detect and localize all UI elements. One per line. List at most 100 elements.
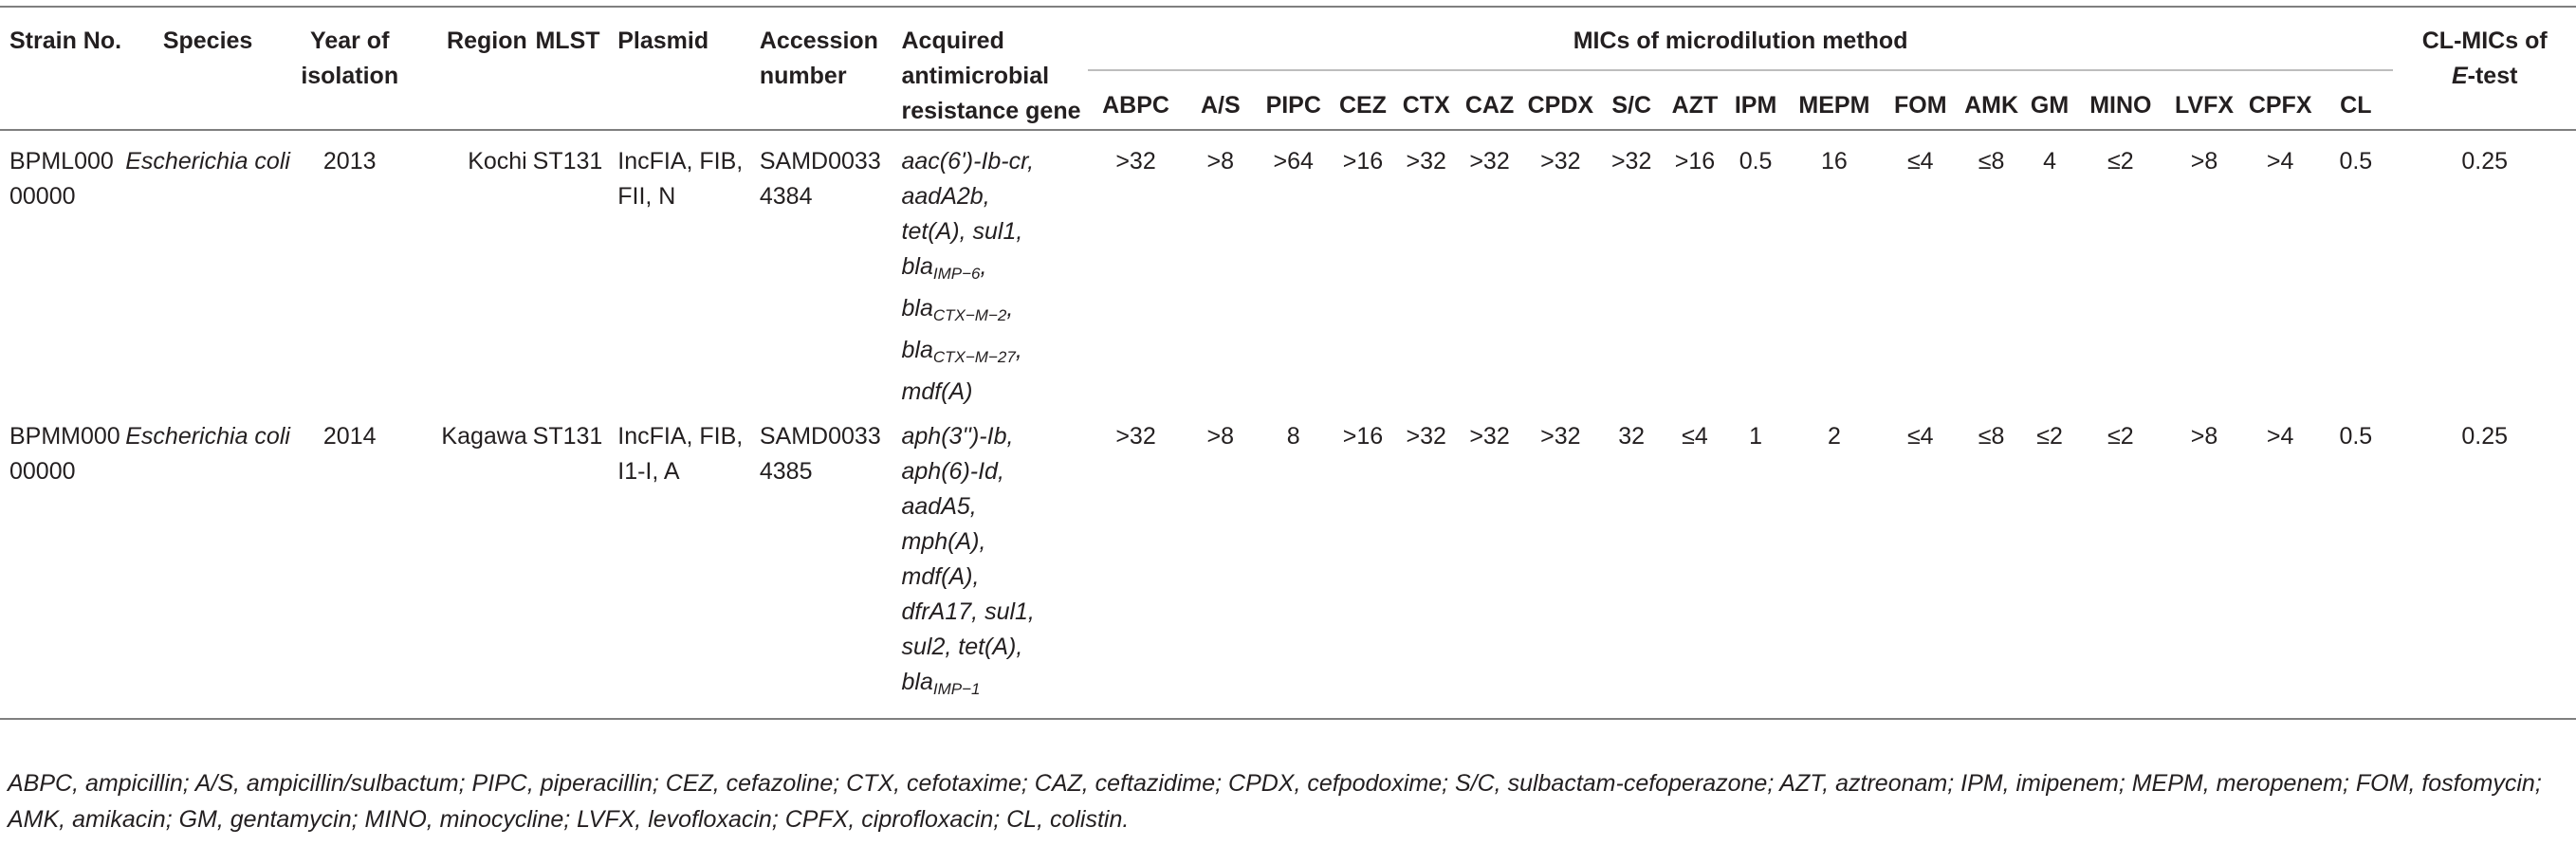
gene-subscript: CTX−M−2	[932, 306, 1007, 324]
drug-header: MEPM	[1786, 68, 1883, 130]
cell-mic: ≤4	[1882, 129, 1959, 414]
cell-mic: ≤4	[1682, 423, 1708, 450]
drug-header: PIPC	[1257, 68, 1331, 130]
drug-header: CTX	[1395, 68, 1457, 130]
col-header-genes: Acquired antimicrobial resistance gene	[892, 6, 1088, 130]
cell-mlst: ST131	[532, 423, 603, 450]
cell-mic: ≤2	[2074, 129, 2166, 414]
cell-mic: >32	[1087, 129, 1185, 414]
drug-header: IPM	[1725, 68, 1787, 130]
drug-header: MINO	[2074, 68, 2166, 130]
cell-mic: >32	[1115, 423, 1156, 450]
cell-accession: SAMD00334384	[749, 129, 892, 414]
cell-mic: 2	[1827, 423, 1841, 450]
col-header-mic-group: MICs of microdilution method	[1087, 6, 2394, 70]
gene: mdf(A)	[901, 378, 973, 405]
cell-mic: ≤8	[1978, 423, 2005, 450]
drug-header: CL	[2318, 68, 2394, 130]
cell-mic: 0.5	[1725, 129, 1787, 414]
gene: mdf(A),	[901, 563, 980, 590]
table-row: BPML00000000 Escherichia coli 2013 Kochi…	[0, 129, 2576, 414]
drug-header: LVFX	[2165, 68, 2243, 130]
col-header-region: Region	[405, 6, 527, 130]
cell-mic: ≤4	[1906, 423, 1934, 450]
gene: aph(3'')-Ib,	[901, 423, 1014, 450]
col-header-plasmid: Plasmid	[608, 6, 750, 130]
cell-mic: >64	[1257, 129, 1331, 414]
cell-mic: 8	[1286, 423, 1300, 450]
drug-header: AMK	[1958, 68, 2025, 130]
cell-mic: >16	[1330, 129, 1396, 414]
cell-mic: >4	[2266, 423, 2294, 450]
gene: bla	[901, 669, 933, 695]
cell-mic: >8	[1206, 423, 1235, 450]
drug-header: GM	[2024, 68, 2075, 130]
gene: tet(A),	[958, 634, 1023, 660]
cell-strain: BPML00000000	[0, 129, 122, 414]
drug-header: CPFX	[2242, 68, 2319, 130]
cell-plasmid: IncFIA, FIB, FII, N	[608, 129, 750, 414]
col-header-cl-etest: CL-MICs of E-test	[2393, 6, 2576, 130]
cell-mic: >4	[2242, 129, 2319, 414]
cell-accession: SAMD00334385	[759, 423, 881, 485]
cell-mic: >32	[1598, 129, 1665, 414]
results-table: Strain No. Species Year of isolation Reg…	[0, 6, 2576, 720]
cell-mic: >32	[1469, 423, 1510, 450]
drug-header: FOM	[1882, 68, 1959, 130]
gene: sul1,	[984, 598, 1035, 625]
col-header-mlst: MLST	[526, 6, 609, 130]
cell-mic: 16	[1786, 129, 1883, 414]
cell-species: Escherichia coli	[125, 423, 290, 450]
drug-header: AZT	[1664, 68, 1726, 130]
cell-mic: 0.5	[2318, 129, 2394, 414]
cell-region: Kochi	[405, 129, 527, 414]
cl-etest-prefix: CL-MICs of	[2421, 28, 2548, 54]
drug-header: A/S	[1184, 68, 1258, 130]
cell-mic: >32	[1395, 129, 1457, 414]
gene: dfrA17,	[901, 598, 979, 625]
cell-mic: 1	[1749, 423, 1763, 450]
cell-genes: aph(3'')-Ib, aph(6)-Id, aadA5, mph(A), m…	[892, 414, 1088, 719]
gene: tet(A)	[901, 218, 960, 245]
gene-subscript: IMP−1	[932, 680, 981, 698]
cell-mlst: ST131	[526, 129, 609, 414]
gene: aph(6)-Id,	[901, 458, 1004, 485]
drug-header: S/C	[1598, 68, 1665, 130]
cell-mic: >32	[1522, 129, 1599, 414]
cell-genes: aac(6')-Ib-cr, aadA2b, tet(A), sul1, bla…	[892, 129, 1088, 414]
drug-header: CEZ	[1330, 68, 1396, 130]
cell-mic: >8	[2190, 423, 2218, 450]
cell-mic: >32	[1540, 423, 1581, 450]
gene: bla	[901, 253, 933, 280]
drug-header: CPDX	[1522, 68, 1599, 130]
cell-cl-etest: 0.25	[2461, 423, 2509, 450]
cell-cl-etest: 0.25	[2393, 129, 2576, 414]
cell-mic: >8	[2165, 129, 2243, 414]
col-header-strain: Strain No.	[0, 6, 122, 130]
drug-header: ABPC	[1087, 68, 1185, 130]
cell-year: 2014	[322, 423, 377, 450]
cell-region: Kagawa	[441, 423, 527, 450]
cell-mic: >16	[1664, 129, 1726, 414]
cell-strain: BPMM00000000	[9, 423, 120, 485]
gene: aadA5,	[901, 493, 977, 520]
gene: bla	[901, 337, 933, 363]
gene-subscript: IMP−6	[932, 265, 981, 283]
gene: mph(A),	[901, 528, 986, 555]
cell-mic: >32	[1406, 423, 1446, 450]
gene-subscript: CTX−M−27	[932, 348, 1016, 366]
col-header-year: Year of isolation	[293, 6, 406, 130]
cell-mic: ≤2	[2107, 423, 2134, 450]
gene: sul1	[972, 218, 1017, 245]
cell-mic: 4	[2024, 129, 2075, 414]
cell-mic: >16	[1342, 423, 1384, 450]
cell-mic: >8	[1184, 129, 1258, 414]
gene: aadA2b	[901, 183, 984, 210]
cell-species: Escherichia coli	[121, 129, 294, 414]
drug-header: CAZ	[1456, 68, 1523, 130]
cell-mic: >32	[1456, 129, 1523, 414]
gene: sul2,	[901, 634, 952, 660]
col-header-species: Species	[121, 6, 294, 130]
cell-mic: ≤8	[1958, 129, 2025, 414]
cell-mic: ≤2	[2036, 423, 2063, 450]
